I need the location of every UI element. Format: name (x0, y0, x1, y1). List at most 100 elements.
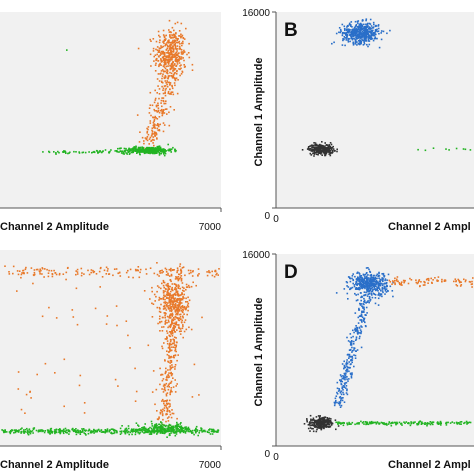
scatter-point-blue (376, 277, 378, 280)
scatter-point-orange (185, 288, 187, 291)
scatter-point-orange (182, 40, 184, 43)
scatter-point-orange (176, 70, 178, 73)
scatter-point-blue (336, 393, 339, 395)
scatter-point-green (174, 150, 176, 152)
scatter-point-green (153, 150, 156, 153)
scatter-point-orange (178, 62, 181, 64)
scatter-point-green (151, 147, 154, 149)
scatter-point-orange (168, 47, 171, 50)
scatter-point-orange (162, 378, 165, 380)
scatter-point-green (137, 425, 140, 427)
scatter-point-orange (175, 77, 178, 79)
scatter-point-green (390, 422, 392, 425)
scatter-point-blue (343, 365, 346, 368)
scatter-point-orange (188, 326, 190, 329)
scatter-point-blue (347, 380, 349, 382)
scatter-point-orange (172, 295, 174, 297)
scatter-point-blue (365, 18, 368, 20)
scatter-point-orange (179, 68, 181, 71)
scatter-point-green (136, 150, 138, 152)
scatter-point-green (376, 422, 378, 424)
scatter-point-orange (169, 390, 172, 393)
scatter-point-orange (156, 418, 159, 420)
scatter-point-orange (178, 285, 180, 287)
scatter-point-green (161, 429, 163, 432)
scatter-point-orange (460, 284, 463, 286)
scatter-point-orange (185, 283, 188, 286)
scatter-point-orange (132, 276, 134, 279)
scatter-point-orange (191, 69, 194, 71)
scatter-point-orange (172, 377, 174, 379)
scatter-point-orange (163, 59, 165, 61)
scatter-point-orange (154, 132, 156, 135)
scatter-point-orange (169, 335, 171, 338)
scatter-point-green (62, 432, 65, 435)
scatter-point-green (176, 425, 178, 428)
scatter-point-blue (345, 31, 348, 34)
scatter-point-orange (159, 39, 161, 41)
scatter-point-orange (168, 293, 171, 295)
scatter-point-green (139, 153, 141, 155)
scatter-point-blue (346, 370, 348, 372)
scatter-point-green (53, 151, 55, 153)
scatter-point-green (185, 427, 187, 430)
scatter-point-green (187, 426, 190, 429)
scatter-point-orange (215, 273, 217, 276)
scatter-point-orange (164, 389, 167, 392)
scatter-point-green (427, 422, 430, 425)
scatter-point-orange (38, 270, 41, 272)
scatter-point-black (316, 426, 319, 429)
scatter-point-orange (16, 290, 18, 292)
scatter-point-green (464, 148, 467, 151)
scatter-point-green (137, 149, 139, 152)
scatter-point-orange (166, 342, 169, 345)
scatter-point-green (57, 428, 60, 431)
scatter-point-green (146, 149, 148, 151)
scatter-point-orange (169, 296, 171, 299)
scatter-point-blue (354, 288, 357, 290)
scatter-point-orange (115, 305, 118, 307)
scatter-point-green (21, 427, 23, 429)
scatter-point-orange (444, 280, 447, 282)
scatter-point-blue (350, 35, 352, 37)
scatter-point-orange (179, 65, 181, 67)
scatter-point-orange (170, 270, 172, 272)
scatter-point-blue (356, 22, 359, 24)
scatter-point-green (458, 422, 460, 424)
scatter-point-orange (174, 47, 177, 49)
scatter-point-blue (387, 273, 390, 276)
scatter-point-orange (169, 326, 172, 329)
scatter-point-orange (171, 321, 173, 324)
scatter-point-blue (346, 362, 349, 365)
scatter-point-orange (168, 383, 170, 385)
scatter-point-green (47, 431, 49, 434)
scatter-point-green (370, 420, 373, 423)
scatter-point-orange (160, 61, 163, 63)
scatter-point-green (16, 430, 18, 432)
scatter-point-orange (159, 412, 162, 415)
scatter-point-blue (334, 402, 336, 405)
scatter-point-blue (360, 40, 363, 43)
scatter-point-orange (169, 300, 171, 302)
scatter-point-orange (182, 266, 185, 268)
scatter-point-green (127, 150, 130, 152)
scatter-point-orange (176, 417, 178, 420)
scatter-point-orange (169, 106, 172, 108)
scatter-point-orange (394, 282, 396, 284)
scatter-point-green (150, 432, 152, 435)
scatter-point-orange (164, 92, 166, 94)
x-tick-label: 7000 (199, 460, 222, 471)
scatter-point-orange (162, 109, 165, 111)
scatter-point-green (153, 427, 155, 429)
scatter-point-orange (437, 276, 440, 278)
scatter-point-black (314, 420, 316, 423)
scatter-point-blue (371, 286, 373, 289)
scatter-point-orange (168, 275, 171, 277)
scatter-point-green (367, 423, 370, 426)
scatter-point-green (448, 149, 450, 151)
scatter-point-orange (188, 56, 191, 59)
scatter-point-green (141, 146, 144, 149)
scatter-point-orange (150, 114, 152, 117)
scatter-point-blue (363, 308, 365, 311)
scatter-point-blue (345, 363, 348, 366)
